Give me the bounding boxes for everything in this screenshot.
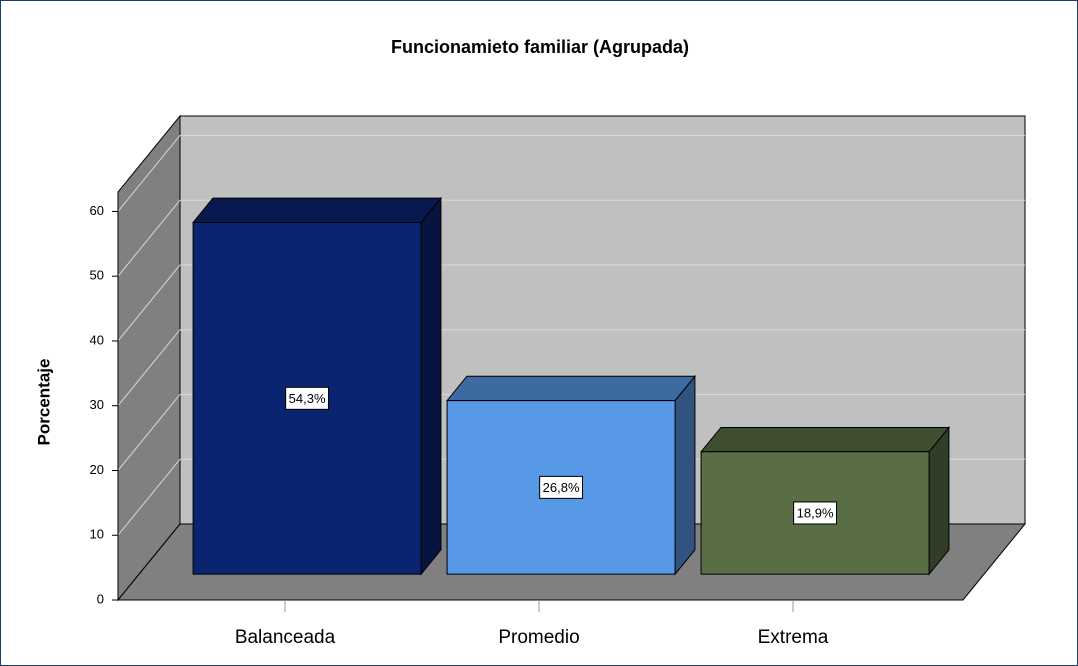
x-tick-label: Promedio	[498, 627, 579, 648]
bar-side	[674, 374, 696, 576]
value-label-box	[793, 501, 838, 525]
bar-top	[700, 426, 950, 453]
y-tick-label: 50	[90, 268, 104, 283]
value-label-box	[285, 386, 330, 410]
y-tick-label: 0	[97, 591, 104, 606]
left-wall	[117, 114, 181, 602]
grid-line	[117, 329, 181, 407]
value-label-box	[539, 475, 584, 499]
value-label: 18,9%	[797, 505, 834, 520]
chart-title: Funcionamieto familiar (Agrupada)	[391, 37, 689, 57]
value-label: 54,3%	[289, 391, 326, 406]
x-tick-label: Extrema	[758, 627, 829, 648]
y-tick-label: 20	[90, 462, 104, 477]
grid-line	[117, 135, 181, 212]
bar	[700, 451, 930, 575]
bar-top	[192, 197, 442, 224]
y-tick-label: 10	[90, 527, 104, 542]
y-axis-label: Porcentaje	[34, 359, 53, 446]
y-tick-label: 60	[90, 203, 104, 218]
bar-side	[928, 426, 950, 576]
x-tick-label: Balanceada	[235, 627, 336, 648]
grid-line	[117, 199, 181, 277]
y-tick-label: 30	[90, 397, 104, 412]
grid-line	[117, 394, 181, 471]
y-tick-label: 40	[90, 332, 104, 347]
grid-line	[117, 458, 181, 536]
value-label: 26,8%	[543, 480, 580, 495]
grid-line	[117, 264, 181, 342]
bar-top	[446, 375, 696, 402]
bar-side	[420, 196, 442, 576]
